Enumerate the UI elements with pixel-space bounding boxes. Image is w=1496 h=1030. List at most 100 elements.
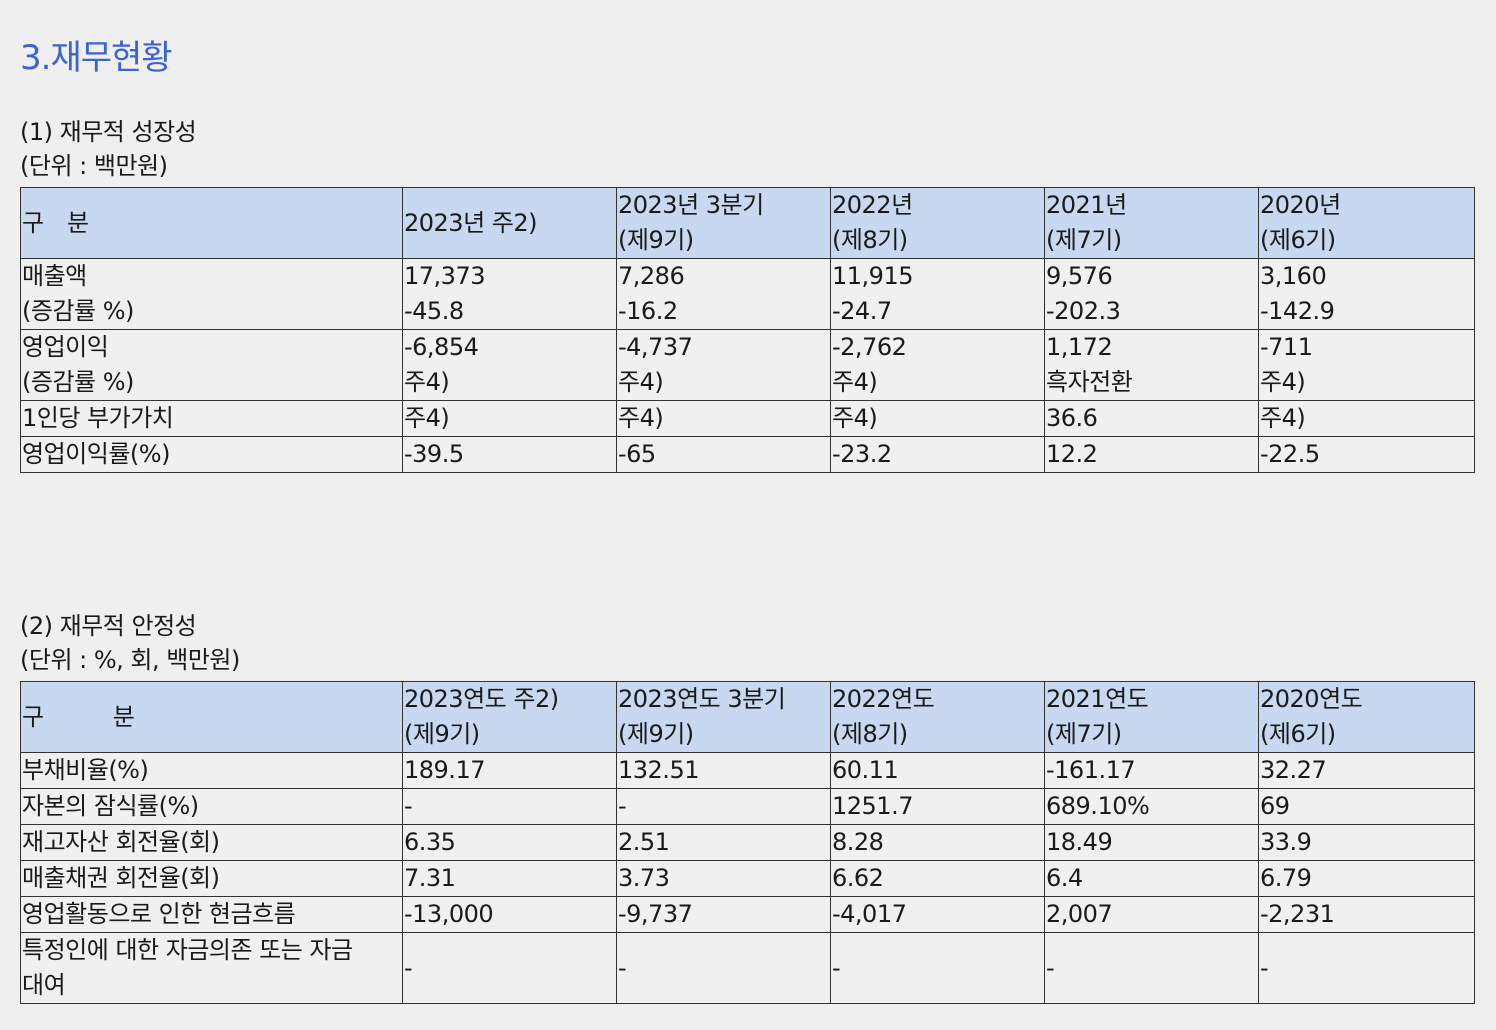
header-col-line1: 2021연도	[1046, 685, 1149, 713]
cell-value: -711	[1260, 333, 1313, 361]
table-cell: -	[616, 788, 831, 825]
cell-value: 9,576	[1046, 262, 1113, 290]
header-col: 2023연도 3분기 (제9기)	[616, 681, 831, 753]
table-cell: -	[402, 932, 617, 1004]
cell-subvalue: -16.2	[618, 297, 678, 325]
header-col-line1: 2023년 3분기	[618, 191, 764, 219]
table-cell: -23.2	[830, 436, 1045, 473]
table-cell: 6.4	[1044, 860, 1259, 897]
table-cell: 6.79	[1258, 860, 1475, 897]
row-sublabel: (증감률 %)	[22, 297, 134, 325]
cell-value: 11,915	[832, 262, 913, 290]
table-cell: -	[402, 788, 617, 825]
header-col-line2: (제8기)	[832, 720, 908, 748]
row-label: 자본의 잠식률(%)	[20, 788, 403, 825]
table-cell: -4,017	[830, 896, 1045, 933]
row-label-cell: 매출액 (증감률 %)	[20, 258, 403, 330]
header-col-line1: 2020년	[1260, 191, 1341, 219]
table-row: 특정인에 대한 자금의존 또는 자금 대여 - - - - -	[20, 932, 1475, 1004]
table-cell: 주4)	[402, 400, 617, 437]
growth-unit: (단위 : 백만원)	[20, 152, 168, 180]
header-col-line1: 2022년	[832, 191, 913, 219]
cell-value: 1,172	[1046, 333, 1113, 361]
header-col-line2: (제9기)	[618, 720, 694, 748]
header-label: 구 분	[22, 702, 135, 731]
header-col: 2020년 (제6기)	[1258, 187, 1475, 259]
header-col: 2023연도 주2) (제9기)	[402, 681, 617, 753]
table-row: 영업이익 (증감률 %) -6,854 주4) -4,737 주4) -2,762 주…	[20, 329, 1475, 401]
header-col-line2: (제6기)	[1260, 720, 1336, 748]
table-cell: 2.51	[616, 824, 831, 861]
table-cell: -13,000	[402, 896, 617, 933]
growth-heading-block: (1) 재무적 성장성 (단위 : 백만원)	[20, 115, 197, 183]
table-cell: -6,854 주4)	[402, 329, 617, 401]
header-col-line2: (제8기)	[832, 226, 908, 254]
table-cell: 6.62	[830, 860, 1045, 897]
cell-subvalue: -45.8	[404, 297, 464, 325]
row-label-cell: 특정인에 대한 자금의존 또는 자금 대여	[20, 932, 403, 1004]
table-row: 매출액 (증감률 %) 17,373 -45.8 7,286 -16.2 11,91…	[20, 258, 1475, 330]
header-label-cell: 구 분	[20, 681, 403, 753]
cell-subvalue: 주4)	[1260, 368, 1306, 396]
table-cell: -4,737 주4)	[616, 329, 831, 401]
table-cell: -2,762 주4)	[830, 329, 1045, 401]
stability-table: 구 분 2023연도 주2) (제9기) 2023연도 3분기 (제9기) 20…	[20, 681, 1475, 1004]
table-cell: 132.51	[616, 752, 831, 789]
table-cell: 689.10%	[1044, 788, 1259, 825]
table-cell: 주4)	[616, 400, 831, 437]
table-cell: 18.49	[1044, 824, 1259, 861]
row-sublabel: (증감률 %)	[22, 368, 134, 396]
table-row: 부채비율(%) 189.17 132.51 60.11 -161.17 32.2…	[20, 752, 1475, 789]
header-col: 2021연도 (제7기)	[1044, 681, 1259, 753]
table-cell: 3.73	[616, 860, 831, 897]
header-label-cell: 구 분	[20, 187, 403, 259]
table-cell: -161.17	[1044, 752, 1259, 789]
cell-value: -6,854	[404, 333, 479, 361]
table-cell: -65	[616, 436, 831, 473]
cell-subvalue: 주4)	[618, 368, 664, 396]
cell-subvalue: 흑자전환	[1046, 368, 1133, 396]
row-label: 영업이익	[22, 333, 109, 361]
table-cell: 189.17	[402, 752, 617, 789]
cell-subvalue: -142.9	[1260, 297, 1335, 325]
table-cell: -	[1044, 932, 1259, 1004]
cell-value: 17,373	[404, 262, 485, 290]
row-label: 1인당 부가가치	[20, 400, 403, 437]
cell-value: 7,286	[618, 262, 685, 290]
row-label-continued: 대여	[22, 971, 66, 999]
header-col-line2: (제7기)	[1046, 720, 1122, 748]
header-col-line2: (제6기)	[1260, 226, 1336, 254]
table-row: 1인당 부가가치 주4) 주4) 주4) 36.6 주4)	[20, 400, 1475, 437]
table-cell: 6.35	[402, 824, 617, 861]
header-col-line1: 2021년	[1046, 191, 1127, 219]
stability-heading: (2) 재무적 안정성	[20, 612, 197, 640]
header-col: 2023년 3분기 (제9기)	[616, 187, 831, 259]
table-cell: 8.28	[830, 824, 1045, 861]
table-cell: 3,160 -142.9	[1258, 258, 1475, 330]
table-cell: -	[616, 932, 831, 1004]
row-label: 영업이익률(%)	[20, 436, 403, 473]
table-cell: 주4)	[830, 400, 1045, 437]
table-header-row: 구 분 2023년 주2) 2023년 3분기 (제9기) 2022년 (제8기…	[20, 187, 1475, 259]
cell-value: 3,160	[1260, 262, 1327, 290]
table-cell: -39.5	[402, 436, 617, 473]
table-cell: 17,373 -45.8	[402, 258, 617, 330]
table-cell: 1251.7	[830, 788, 1045, 825]
row-label: 재고자산 회전율(회)	[20, 824, 403, 861]
header-col: 2022년 (제8기)	[830, 187, 1045, 259]
table-cell: -	[1258, 932, 1475, 1004]
table-cell: 주4)	[1258, 400, 1475, 437]
row-label: 부채비율(%)	[20, 752, 403, 789]
header-col-line1: 2023연도 3분기	[618, 685, 786, 713]
table-row: 자본의 잠식률(%) - - 1251.7 689.10% 69	[20, 788, 1475, 825]
table-cell: 69	[1258, 788, 1475, 825]
header-label: 구 분	[22, 208, 90, 237]
header-col-line2: (제9기)	[618, 226, 694, 254]
cell-subvalue: -202.3	[1046, 297, 1121, 325]
cell-value: -4,737	[618, 333, 693, 361]
header-col-line2: (제9기)	[404, 720, 480, 748]
row-label: 매출액	[22, 262, 87, 290]
table-cell: 2,007	[1044, 896, 1259, 933]
header-col-line1: 2022연도	[832, 685, 935, 713]
header-col-line1: 2020연도	[1260, 685, 1363, 713]
